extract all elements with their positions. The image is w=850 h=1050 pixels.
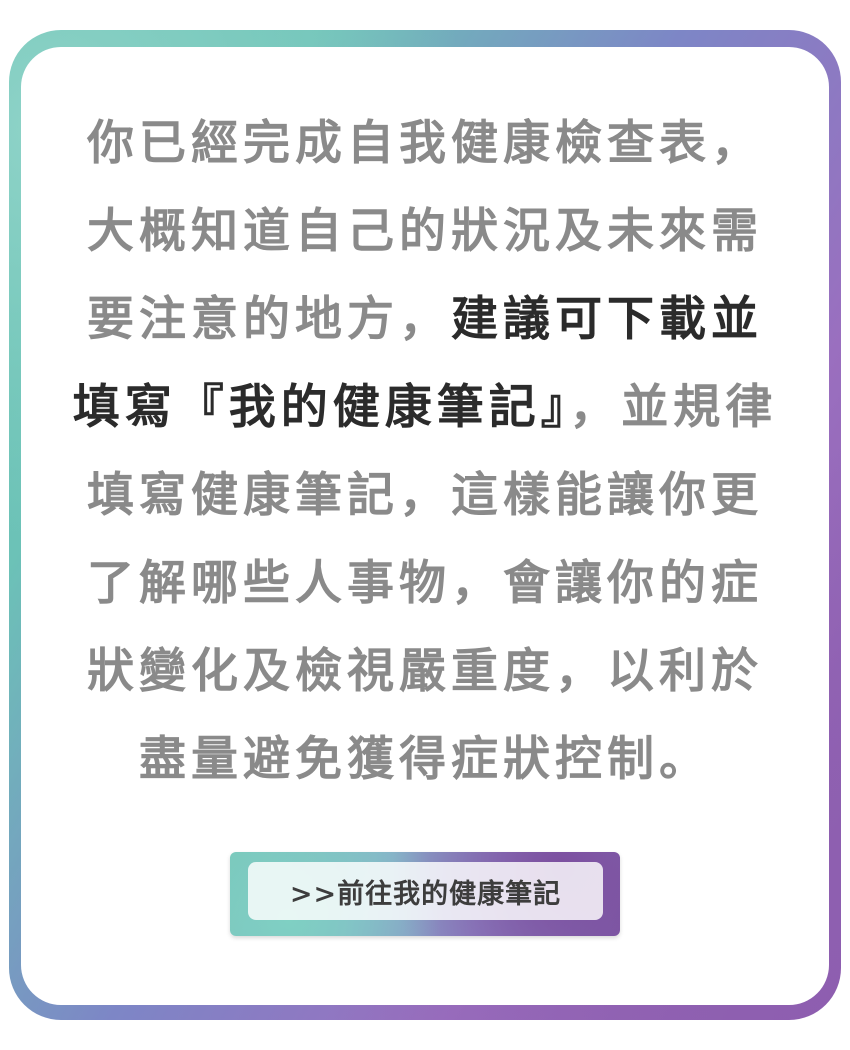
- health-notes-button[interactable]: >>前往我的健康筆記: [230, 852, 620, 936]
- message-line-6-text: 了解哪些人事物，會讓你的症: [87, 556, 763, 611]
- message-line-3-text: 要注意的地方，: [87, 292, 451, 347]
- message-line-7-text: 狀變化及檢視嚴重度，以利於: [87, 644, 763, 699]
- message-line-5: 填寫健康筆記，這樣能讓你更: [60, 452, 790, 540]
- message-line-4: 填寫『我的健康筆記』，並規律: [60, 364, 790, 452]
- message-line-1-text: 你已經完成自我健康檢查表，: [87, 116, 763, 171]
- message-line-8-text: 盡量避免獲得症狀控制。: [139, 732, 711, 787]
- message-line-6: 了解哪些人事物，會讓你的症: [60, 540, 790, 628]
- message-line-2: 大概知道自己的狀況及未來需: [60, 188, 790, 276]
- message-line-5-text: 填寫健康筆記，這樣能讓你更: [87, 468, 763, 523]
- message-line-2-text: 大概知道自己的狀況及未來需: [87, 204, 763, 259]
- message-line-8: 盡量避免獲得症狀控制。: [60, 716, 790, 804]
- message-line-3: 要注意的地方，建議可下載並: [60, 276, 790, 364]
- health-notes-button-inner[interactable]: >>前往我的健康筆記: [248, 862, 603, 920]
- message-line-7: 狀變化及檢視嚴重度，以利於: [60, 628, 790, 716]
- message-line-1: 你已經完成自我健康檢查表，: [60, 100, 790, 188]
- message-card: [21, 47, 829, 1005]
- message-line-4-emphasis: 填寫『我的健康筆記』: [72, 380, 570, 435]
- health-notes-button-label: >>前往我的健康筆記: [289, 878, 562, 910]
- message-line-4-text: ，並規律: [569, 380, 778, 435]
- message-line-3-emphasis: 建議可下載並: [451, 292, 763, 347]
- message-text: 你已經完成自我健康檢查表， 大概知道自己的狀況及未來需 要注意的地方，建議可下載…: [60, 100, 790, 804]
